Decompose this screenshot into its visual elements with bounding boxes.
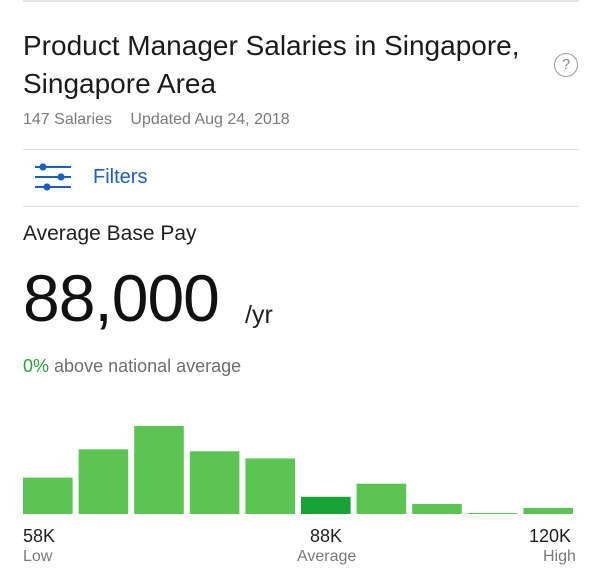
filters-label: Filters	[93, 166, 148, 188]
top-divider	[23, 0, 579, 2]
comparison-percent: 0%	[23, 356, 50, 376]
axis-min-label: Low	[23, 548, 53, 565]
average-pay-value: 88,000	[23, 261, 220, 335]
histogram-bar	[523, 507, 573, 514]
histogram-bar	[356, 483, 407, 514]
divider	[23, 206, 579, 207]
question-circle-icon[interactable]: ?	[554, 53, 578, 77]
national-comparison: 0% above national average	[23, 356, 241, 377]
sliders-icon	[35, 163, 73, 196]
pay-unit: /yr	[245, 301, 273, 329]
histogram-bar	[189, 451, 240, 514]
salary-meta: 147 Salaries Updated Aug 24, 2018	[23, 111, 290, 129]
axis-avg-value: 88K	[310, 526, 343, 546]
histogram-bar	[134, 426, 184, 514]
histogram-bar	[78, 449, 129, 514]
axis-avg-label: Average	[297, 548, 357, 565]
histogram-bar	[245, 458, 295, 514]
filters-button[interactable]: Filters	[23, 150, 579, 207]
axis-max-label: High	[543, 548, 576, 565]
salary-count: 147 Salaries	[23, 111, 112, 128]
axis-min-value: 58K	[23, 526, 56, 546]
divider	[23, 149, 579, 150]
average-pay-label: Average Base Pay	[23, 222, 197, 245]
histogram-bar-average	[301, 496, 351, 514]
comparison-text: above national average	[54, 356, 242, 376]
salary-histogram	[23, 426, 573, 514]
updated-date: Updated Aug 24, 2018	[130, 111, 290, 128]
histogram-bar	[412, 503, 462, 514]
histogram-bar	[23, 477, 73, 514]
histogram-bar	[467, 513, 518, 514]
axis-max-value: 120K	[529, 526, 572, 546]
page-title: Product Manager Salaries in Singapore, S…	[23, 30, 520, 99]
